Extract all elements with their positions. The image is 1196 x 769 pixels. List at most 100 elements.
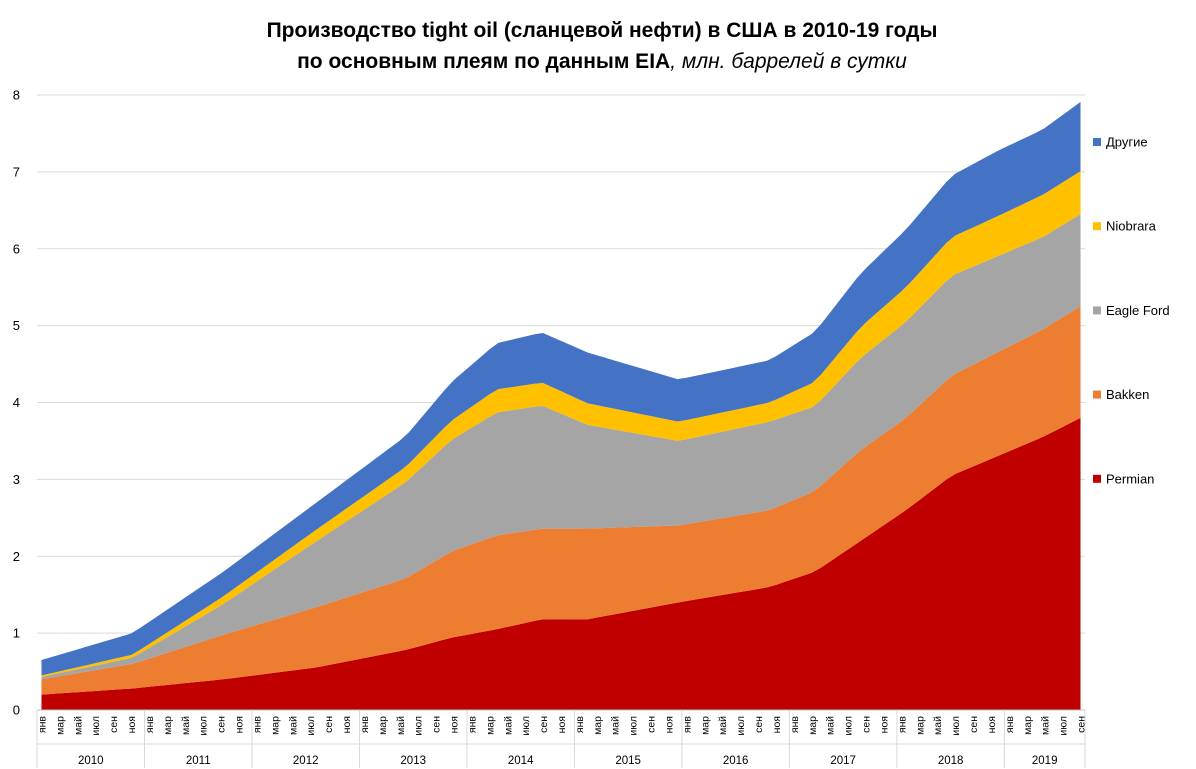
x-month-label: мар	[377, 716, 389, 735]
x-month-label: май	[502, 716, 514, 735]
legend-swatch	[1093, 390, 1101, 399]
x-month-label: сен	[646, 716, 658, 733]
x-year-label: 2019	[1032, 755, 1058, 767]
x-month-label: мар	[914, 716, 926, 735]
x-month-label: сен	[323, 716, 335, 733]
x-year-label: 2014	[508, 755, 534, 767]
legend-swatch	[1093, 138, 1101, 146]
x-month-label: май	[395, 716, 407, 735]
x-year-label: 2017	[830, 755, 856, 767]
legend-swatch	[1093, 474, 1101, 483]
x-month-label: мар	[699, 716, 711, 735]
x-month-label: ноя	[234, 716, 246, 733]
x-month-label: сен	[108, 716, 120, 733]
x-month-label: янв	[36, 716, 48, 733]
x-year-label: 2011	[186, 755, 211, 767]
y-tick-label: 8	[13, 88, 20, 103]
legend-label: Eagle Ford	[1106, 303, 1170, 318]
legend-label: Niobrara	[1106, 219, 1157, 234]
x-year-label: 2013	[400, 755, 426, 767]
legend: Другие Niobrara Eagle Ford Bakken Permian	[1093, 135, 1170, 486]
chart-title-line1: Производство tight oil (сланцевой нефти)…	[267, 19, 938, 42]
x-month-label: сен	[431, 716, 443, 733]
x-month-label: май	[72, 716, 84, 735]
x-month-label: мар	[1022, 716, 1034, 735]
x-month-label: мар	[162, 716, 174, 735]
x-month-label: май	[1040, 716, 1052, 735]
x-month-label: янв	[359, 716, 371, 733]
y-tick-label: 2	[13, 549, 20, 564]
x-month-label: июл	[843, 716, 855, 736]
x-month-label: июл	[628, 716, 640, 736]
y-tick-label: 7	[13, 164, 20, 179]
x-month-label: ноя	[126, 716, 138, 733]
x-month-label: июл	[735, 716, 747, 736]
x-month-label: май	[180, 716, 192, 735]
x-month-label: янв	[1004, 716, 1016, 733]
x-month-label: мар	[807, 716, 819, 735]
x-month-label: мар	[269, 716, 281, 735]
y-tick-label: 5	[13, 318, 20, 333]
legend-label: Permian	[1106, 471, 1154, 486]
x-month-label: июл	[413, 716, 425, 736]
x-month-label: сен	[753, 716, 765, 733]
x-month-label: июл	[305, 716, 317, 736]
x-month-label: ноя	[663, 716, 675, 733]
area-eagle-ford	[41, 214, 1081, 680]
y-tick-label: 6	[13, 241, 20, 256]
x-month-label: ноя	[449, 716, 461, 733]
x-month-label: сен	[1076, 716, 1088, 733]
y-tick-label: 1	[13, 626, 20, 641]
x-month-label: сен	[216, 716, 228, 733]
x-month-label: янв	[466, 716, 478, 733]
x-month-label: май	[932, 716, 944, 735]
y-tick-label: 4	[13, 395, 20, 410]
x-month-label: сен	[861, 716, 873, 733]
x-month-label: май	[287, 716, 299, 735]
x-month-label: ноя	[986, 716, 998, 733]
x-month-label: янв	[574, 716, 586, 733]
x-month-label: ноя	[771, 716, 783, 733]
legend-swatch	[1093, 306, 1101, 315]
x-month-label: мар	[484, 716, 496, 735]
x-year-label: 2018	[938, 755, 964, 767]
x-month-label: июл	[950, 716, 962, 736]
x-year-label: 2012	[293, 755, 319, 767]
x-month-label: май	[610, 716, 622, 735]
x-month-label: июл	[90, 716, 102, 736]
x-month-label: янв	[681, 716, 693, 733]
x-month-label: янв	[896, 716, 908, 733]
x-month-label: сен	[968, 716, 980, 733]
x-month-label: ноя	[556, 716, 568, 733]
y-axis: 0 1 2 3 4 5 6 7 8	[13, 88, 20, 718]
area-niobrara	[41, 171, 1081, 677]
x-month-label: июл	[198, 716, 210, 736]
x-year-label: 2015	[615, 755, 641, 767]
x-year-label: 2016	[723, 755, 749, 767]
x-month-label: май	[717, 716, 729, 735]
chart-title-line2-bold: по основным плеям по данным EIA	[297, 50, 670, 73]
x-month-label: мар	[54, 716, 66, 735]
x-month-label: май	[825, 716, 837, 735]
x-axis: янв мар май июл сен ноя янв мар май июл сен ноя янв м…	[36, 709, 1088, 768]
legend-label: Bakken	[1106, 387, 1149, 402]
legend-label: Другие	[1106, 135, 1148, 150]
chart-title-line2-italic: , млн. баррелей в сутки	[670, 50, 907, 73]
x-month-label: янв	[789, 716, 801, 733]
plot-areas	[41, 101, 1081, 710]
x-year-label: 2010	[78, 755, 104, 767]
area-другие	[41, 101, 1081, 676]
x-month-label: ноя	[341, 716, 353, 733]
legend-swatch	[1093, 222, 1101, 231]
x-month-label: ноя	[878, 716, 890, 733]
x-month-label: янв	[144, 716, 156, 733]
x-month-label: мар	[592, 716, 604, 735]
x-month-label: сен	[538, 716, 550, 733]
x-month-label: июл	[520, 716, 532, 736]
area-bakken	[41, 306, 1081, 695]
chart-title-line2: по основным плеям по данным EIA, млн. ба…	[297, 50, 907, 73]
y-tick-label: 0	[13, 703, 20, 718]
x-month-label: июл	[1058, 716, 1070, 736]
y-tick-label: 3	[13, 472, 20, 487]
